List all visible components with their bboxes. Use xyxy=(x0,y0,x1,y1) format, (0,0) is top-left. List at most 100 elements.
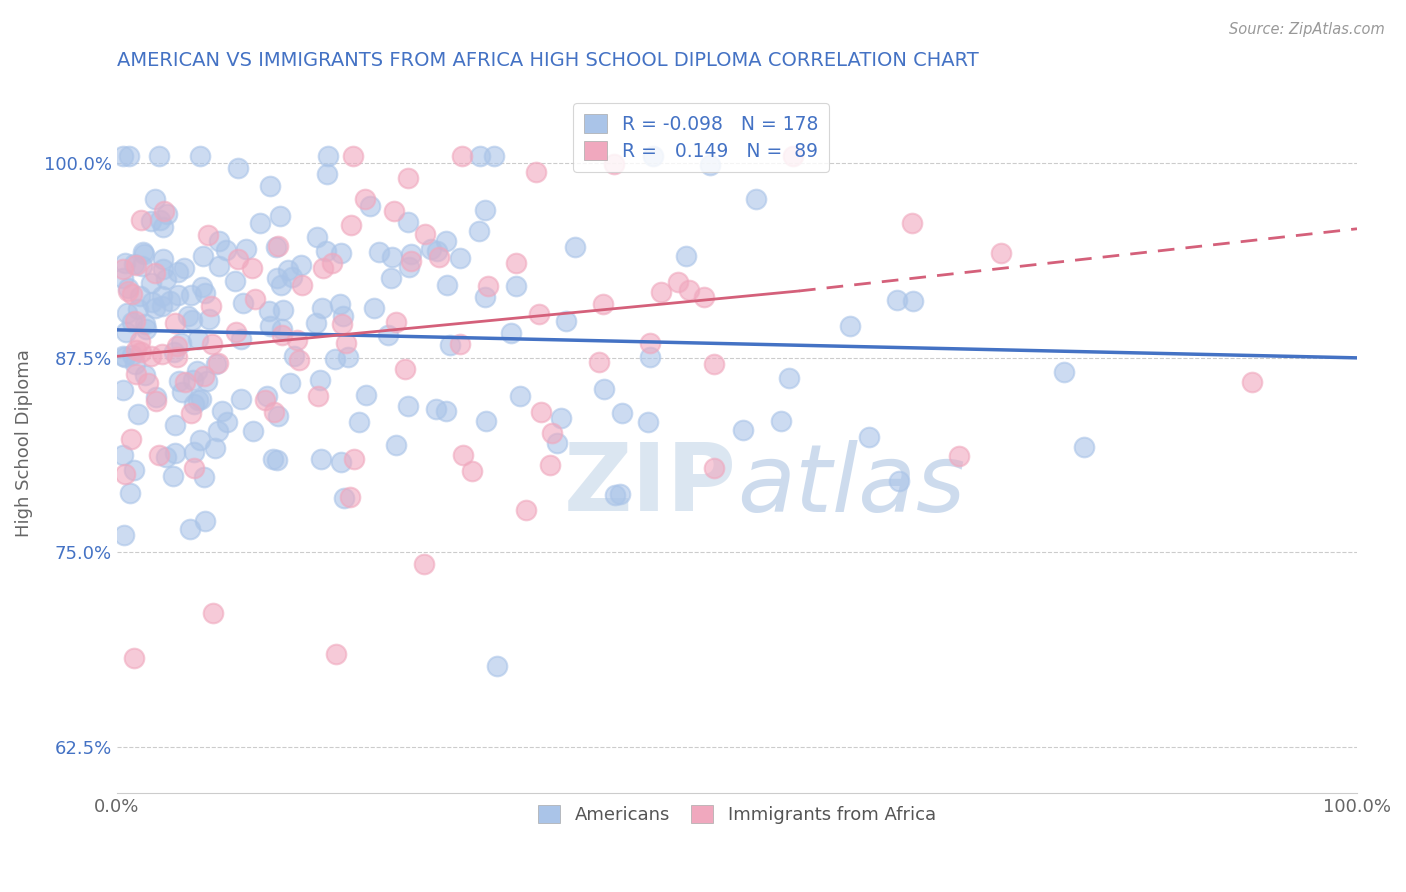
Point xyxy=(426,244,449,259)
Point xyxy=(398,260,420,274)
Point xyxy=(337,350,360,364)
Point xyxy=(121,348,143,362)
Point xyxy=(467,225,489,239)
Point xyxy=(451,448,474,462)
Point xyxy=(641,149,664,163)
Point xyxy=(316,149,339,163)
Point xyxy=(436,278,458,293)
Point xyxy=(259,179,281,194)
Point xyxy=(163,417,186,432)
Point xyxy=(990,246,1012,260)
Point xyxy=(163,445,186,459)
Point xyxy=(114,467,136,482)
Point xyxy=(231,392,253,406)
Point xyxy=(129,212,152,227)
Point xyxy=(127,407,149,421)
Point xyxy=(179,522,201,536)
Point xyxy=(564,240,586,254)
Point xyxy=(380,271,402,285)
Point xyxy=(122,650,145,665)
Point xyxy=(114,256,136,270)
Point xyxy=(194,514,217,528)
Point xyxy=(267,409,290,424)
Point xyxy=(640,335,662,350)
Point xyxy=(733,423,755,437)
Point xyxy=(283,350,305,364)
Point xyxy=(509,388,531,402)
Point xyxy=(434,234,457,248)
Point xyxy=(782,149,804,163)
Point xyxy=(180,288,202,302)
Point xyxy=(136,376,159,390)
Point xyxy=(363,301,385,315)
Point xyxy=(330,455,353,469)
Point xyxy=(145,390,167,404)
Point xyxy=(118,149,141,163)
Point xyxy=(262,451,284,466)
Point xyxy=(115,325,138,339)
Point xyxy=(325,647,347,661)
Point xyxy=(143,301,166,315)
Point xyxy=(167,265,190,279)
Point xyxy=(125,258,148,272)
Point xyxy=(396,170,419,185)
Point xyxy=(129,334,152,349)
Point xyxy=(1073,440,1095,454)
Point xyxy=(1053,365,1076,379)
Point xyxy=(554,314,576,328)
Point xyxy=(167,374,190,388)
Point xyxy=(134,317,156,331)
Point xyxy=(155,272,177,286)
Point xyxy=(290,258,312,272)
Point xyxy=(505,256,527,270)
Point xyxy=(183,373,205,387)
Point xyxy=(396,400,419,414)
Point xyxy=(173,261,195,276)
Point xyxy=(256,389,278,403)
Point xyxy=(208,259,231,273)
Point xyxy=(143,192,166,206)
Point xyxy=(903,294,925,309)
Point xyxy=(162,468,184,483)
Point xyxy=(550,411,572,425)
Point xyxy=(188,149,211,163)
Point xyxy=(315,167,337,181)
Point xyxy=(277,263,299,277)
Point xyxy=(207,425,229,439)
Point xyxy=(434,404,457,418)
Point xyxy=(638,351,661,365)
Point xyxy=(315,244,337,259)
Text: atlas: atlas xyxy=(737,440,966,531)
Point xyxy=(124,314,146,328)
Point xyxy=(470,149,492,163)
Point xyxy=(477,278,499,293)
Point xyxy=(149,212,172,227)
Point xyxy=(249,216,271,230)
Point xyxy=(309,451,332,466)
Point xyxy=(117,305,139,319)
Point xyxy=(263,405,285,419)
Point xyxy=(122,257,145,271)
Point xyxy=(1240,375,1263,389)
Point xyxy=(449,251,471,265)
Point xyxy=(215,415,238,429)
Point xyxy=(330,318,353,332)
Point xyxy=(425,402,447,417)
Point xyxy=(666,275,689,289)
Point xyxy=(134,368,156,382)
Point xyxy=(188,433,211,447)
Point xyxy=(399,254,422,268)
Point xyxy=(135,322,157,336)
Point xyxy=(887,474,910,488)
Point xyxy=(170,384,193,399)
Point xyxy=(612,406,634,420)
Point xyxy=(193,369,215,384)
Point xyxy=(271,322,294,336)
Point xyxy=(207,356,229,370)
Point xyxy=(190,392,212,406)
Point xyxy=(242,425,264,439)
Point xyxy=(703,461,725,475)
Point xyxy=(384,438,406,452)
Point xyxy=(240,260,263,275)
Point xyxy=(343,451,366,466)
